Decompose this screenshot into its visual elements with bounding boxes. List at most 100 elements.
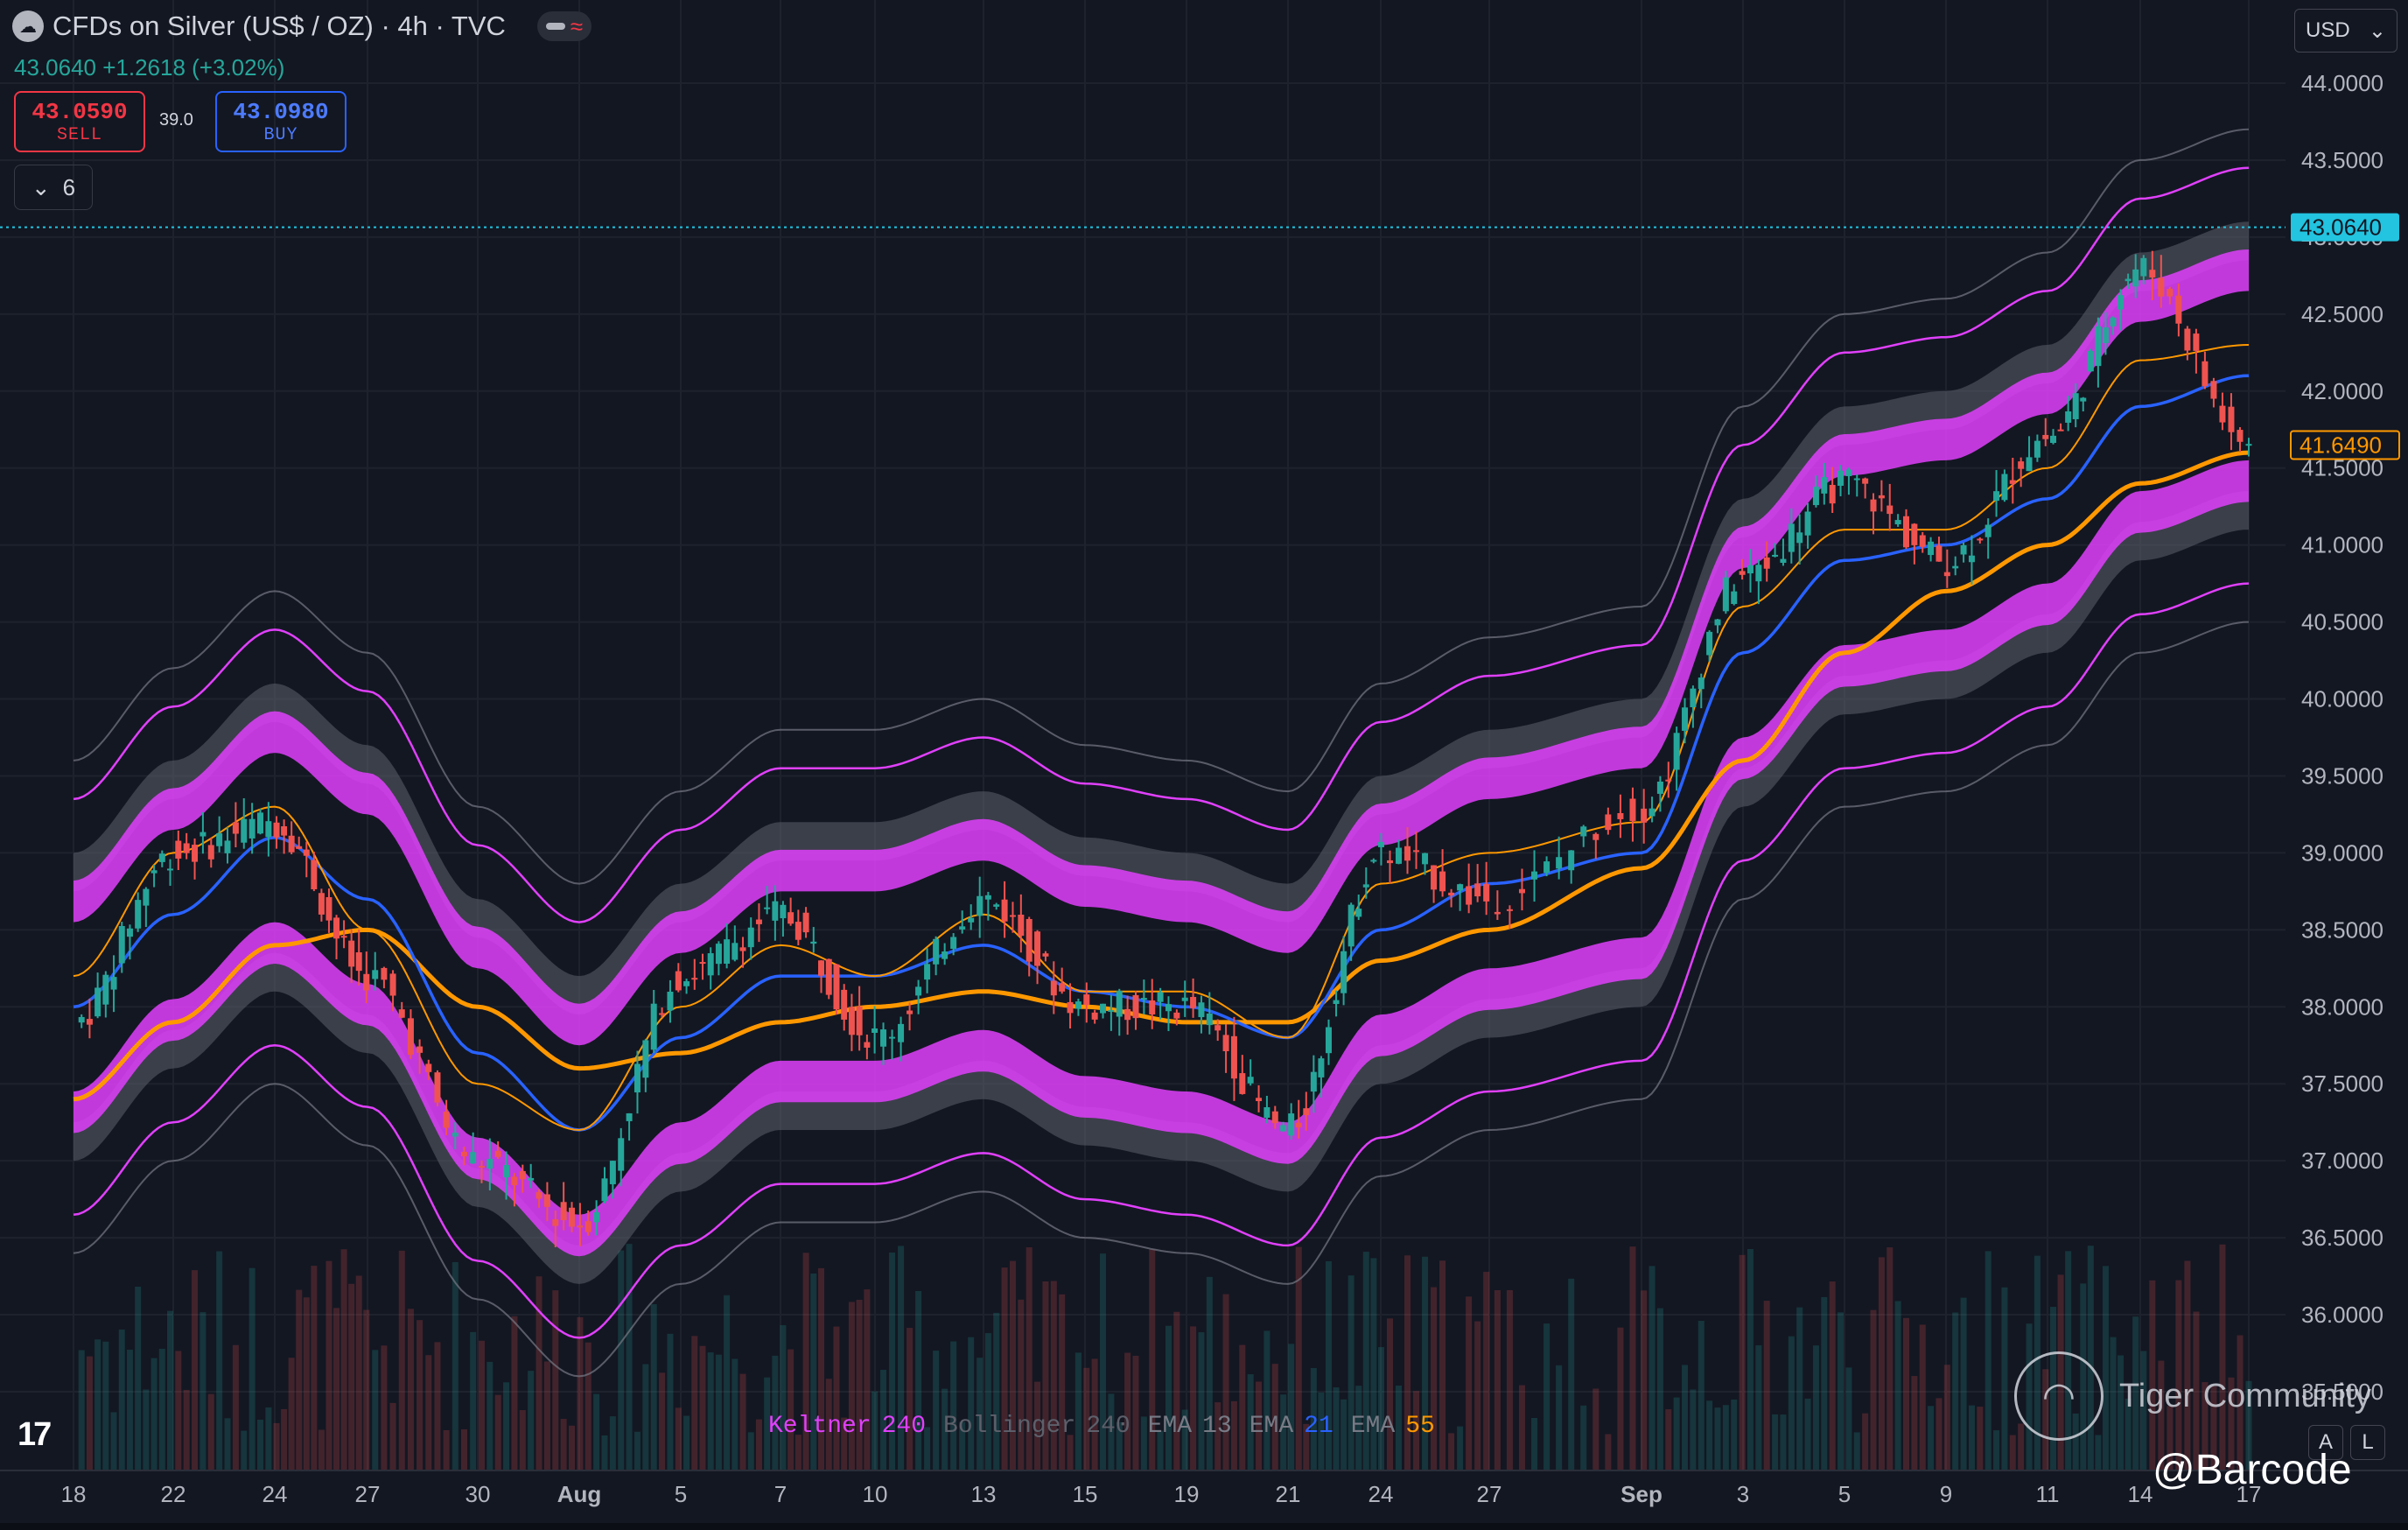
- volume-bar: [94, 1339, 102, 1470]
- candle-body: [715, 944, 722, 965]
- legend-param: 13: [1202, 1413, 1232, 1440]
- volume-bar: [1124, 1352, 1131, 1470]
- candle-body: [794, 922, 802, 940]
- volume-bar: [764, 1377, 771, 1470]
- candle-body: [183, 843, 190, 853]
- candle-body: [2118, 295, 2124, 310]
- volume-bar: [1617, 1327, 1624, 1470]
- buy-button[interactable]: 43.0980 BUY: [215, 91, 346, 152]
- symbol-header[interactable]: ☁ CFDs on Silver (US$ / OZ) · 4h · TVC ≈: [12, 11, 592, 42]
- indicators-toggle-button[interactable]: ⌄ 6: [14, 165, 93, 210]
- price-axis: 44.000043.500043.000042.500042.000041.50…: [0, 70, 2400, 1405]
- log-scale-button[interactable]: L: [2350, 1425, 2385, 1460]
- candle-body: [841, 989, 848, 1020]
- volume-bar: [2175, 1280, 2182, 1470]
- volume-bar: [1214, 1402, 1222, 1470]
- price-tick-label: 42.0000: [2301, 378, 2384, 404]
- volume-bar: [135, 1286, 142, 1470]
- volume-bar: [1157, 1430, 1164, 1470]
- price-tick-label: 35.5000: [2301, 1379, 2384, 1405]
- candle-body: [511, 1176, 518, 1186]
- time-tick-label: 15: [1073, 1481, 1098, 1507]
- currency-value: USD: [2306, 18, 2350, 42]
- candle-body: [2132, 269, 2139, 287]
- candle-body: [1239, 1073, 1246, 1094]
- candle-body: [683, 981, 690, 986]
- candle-body: [2166, 288, 2174, 297]
- price-tick-label: 40.5000: [2301, 609, 2384, 635]
- volume-bar: [584, 1342, 592, 1470]
- volume-bar: [1181, 1409, 1188, 1470]
- candle-body: [1026, 918, 1032, 962]
- volume-bar: [898, 1246, 905, 1470]
- candle-body: [584, 1221, 592, 1232]
- candle-body: [1100, 1003, 1107, 1014]
- bollinger-upper: [73, 128, 2250, 885]
- volume-bar: [102, 1341, 109, 1470]
- candle-body: [1422, 853, 1429, 865]
- price-tick-label: 38.0000: [2301, 993, 2384, 1020]
- time-tick-label: Sep: [1620, 1481, 1662, 1507]
- volume-bar: [1518, 1385, 1525, 1470]
- volume-bar: [1845, 1367, 1852, 1470]
- volume-bar: [1034, 1381, 1041, 1470]
- chart-type-pill[interactable]: ≈: [536, 11, 592, 41]
- time-tick-label: 24: [1368, 1481, 1394, 1507]
- volume-bar: [1829, 1281, 1836, 1470]
- legend-param: 240: [881, 1413, 927, 1440]
- candle-body: [788, 912, 794, 924]
- candle-body: [880, 1029, 887, 1047]
- candle-body: [2034, 440, 2040, 458]
- candle-body: [915, 986, 922, 996]
- candle-body: [1091, 1012, 1098, 1020]
- candle-body: [2072, 393, 2079, 419]
- keltner-inner-band-lower: [74, 460, 2249, 1257]
- volume-bar: [2236, 1335, 2244, 1470]
- wave-icon: ≈: [570, 13, 584, 39]
- candle-body: [1050, 980, 1057, 996]
- candle-body: [1673, 733, 1680, 770]
- volume-bar: [1059, 1294, 1066, 1470]
- legend-name: Keltner: [768, 1413, 872, 1440]
- candle-body: [311, 860, 318, 890]
- auto-scale-button[interactable]: A: [2308, 1425, 2343, 1460]
- candle-body: [1149, 1000, 1156, 1014]
- volume-bar: [1042, 1281, 1049, 1470]
- volume-bar: [1556, 1365, 1563, 1470]
- currency-select[interactable]: USD ⌄: [2294, 9, 2398, 53]
- volume-bar: [755, 1419, 762, 1470]
- volume-bar: [1355, 1386, 1362, 1470]
- volume-bar: [1009, 1260, 1016, 1470]
- candle-body: [1641, 808, 1648, 823]
- candle-body: [1928, 541, 1935, 556]
- candle-body: [326, 897, 332, 921]
- volume-bar: [788, 1349, 794, 1470]
- volume-bar: [675, 1407, 682, 1470]
- candle-body: [1746, 565, 1754, 574]
- candle-body: [1494, 911, 1501, 915]
- volume-bar: [993, 1312, 1000, 1470]
- candle-body: [1386, 860, 1393, 864]
- tradingview-logo-icon[interactable]: 17: [18, 1416, 52, 1453]
- candle-body: [248, 818, 256, 839]
- volume-bar: [889, 1253, 896, 1470]
- volume-bar: [833, 1326, 840, 1470]
- candle-body: [1413, 850, 1420, 853]
- volume-bar: [248, 1267, 256, 1470]
- time-axis: 18 22 24 27 30 Aug 5 7 10 13 15 19 21 24 27 Sep 3 5 9 11 14 1…: [0, 1470, 2408, 1507]
- candle-body: [1001, 899, 1008, 922]
- volume-bar: [2193, 1311, 2200, 1470]
- volume-bar: [536, 1276, 542, 1470]
- volume-bar: [1026, 1247, 1032, 1470]
- volume-bar: [166, 1310, 173, 1470]
- candle-body: [569, 1207, 576, 1227]
- volume-bar: [642, 1364, 649, 1470]
- candle-body: [1568, 850, 1575, 871]
- candle-body: [667, 992, 674, 1011]
- candle-body: [747, 927, 754, 948]
- sell-button[interactable]: 43.0590 SELL: [14, 91, 145, 152]
- volume-bar: [265, 1407, 272, 1470]
- volume-bar: [1001, 1267, 1008, 1470]
- candle-body: [503, 1165, 510, 1178]
